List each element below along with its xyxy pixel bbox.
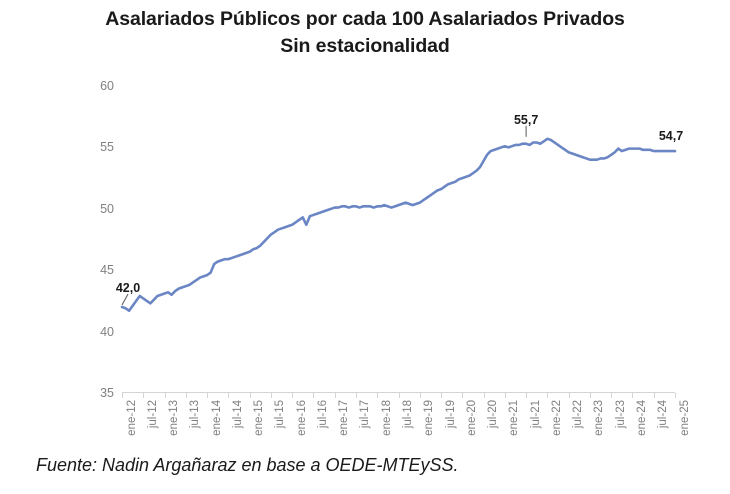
x-tick-label: jul-23	[614, 400, 627, 429]
x-tick-mark	[441, 393, 443, 398]
x-tick-label: ene-15	[253, 400, 266, 436]
x-tick-mark	[207, 393, 209, 398]
x-tick-mark	[547, 393, 549, 398]
x-tick-mark	[568, 393, 570, 398]
x-tick-mark	[143, 393, 145, 398]
x-tick-label: ene-23	[593, 400, 606, 436]
x-tick-mark	[164, 393, 166, 398]
series-line-svg	[120, 137, 677, 313]
x-tick-label: ene-13	[168, 400, 181, 436]
data-point-label: 55,7	[513, 112, 539, 127]
y-tick-label: 50	[100, 201, 114, 216]
x-tick-label: ene-17	[338, 400, 351, 436]
x-tick-label: jul-16	[316, 400, 329, 429]
x-tick-mark	[377, 393, 379, 398]
plot-area	[120, 86, 677, 393]
x-tick-mark	[185, 393, 187, 398]
y-tick-label: 35	[100, 386, 114, 400]
x-tick-label: jul-17	[359, 400, 372, 429]
x-tick-mark	[228, 393, 230, 398]
title-block: Asalariados Públicos por cada 100 Asalar…	[40, 6, 690, 60]
x-tick-label: ene-21	[508, 400, 521, 436]
x-tick-mark	[483, 393, 485, 398]
x-tick-mark	[355, 393, 357, 398]
x-tick-mark	[632, 393, 634, 398]
x-tick-label: ene-16	[295, 400, 308, 436]
x-tick-mark	[462, 393, 464, 398]
x-tick-mark	[398, 393, 400, 398]
x-tick-label: jul-14	[231, 400, 244, 429]
page-title: Asalariados Públicos por cada 100 Asalar…	[105, 8, 625, 30]
x-tick-label: ene-14	[210, 400, 223, 436]
x-tick-mark	[675, 393, 676, 398]
x-tick-label: jul-12	[146, 400, 159, 429]
y-tick-label: 60	[100, 79, 114, 93]
data-point-label: 42,0	[115, 281, 141, 296]
x-tick-mark	[249, 393, 251, 398]
x-tick-label: jul-24	[657, 400, 670, 429]
x-tick-mark	[611, 393, 613, 398]
x-tick-label: ene-24	[635, 400, 648, 436]
x-axis-line	[122, 392, 675, 393]
data-point-label: 54,7	[658, 129, 684, 144]
x-tick-label: ene-20	[465, 400, 478, 436]
x-tick-mark	[653, 393, 655, 398]
x-tick-label: jul-18	[402, 400, 414, 429]
x-tick-mark	[313, 393, 315, 398]
x-tick-mark	[292, 393, 294, 398]
x-tick-label: jul-21	[529, 400, 542, 429]
x-tick-label: jul-13	[189, 400, 202, 429]
x-tick-mark	[122, 393, 123, 398]
x-tick-mark	[504, 393, 506, 398]
x-tick-label: jul-22	[572, 400, 585, 429]
chart-subtitle: Sin estacionalidad	[280, 35, 450, 57]
y-axis: 35 40 45 50 55 60	[0, 0, 114, 494]
x-tick-mark	[419, 393, 421, 398]
x-tick-label: ene-22	[550, 400, 563, 436]
source-note: Fuente: Nadin Argañaraz en base a OEDE-M…	[36, 455, 459, 475]
x-tick-label: ene-12	[125, 400, 138, 436]
x-tick-label: jul-20	[487, 400, 500, 429]
x-tick-mark	[334, 393, 336, 398]
x-tick-mark	[270, 393, 272, 398]
y-tick-label: 40	[100, 324, 114, 339]
x-tick-label: ene-18	[380, 400, 393, 436]
x-tick-label: jul-15	[274, 400, 287, 429]
y-tick-label: 45	[100, 263, 114, 278]
x-tick-label: ene-19	[423, 400, 436, 436]
x-tick-mark	[526, 393, 528, 398]
x-tick-label: jul-19	[444, 400, 457, 429]
x-tick-label: ene-25	[678, 400, 691, 436]
y-tick-label: 55	[100, 140, 114, 155]
x-tick-mark	[589, 393, 591, 398]
series-path	[120, 137, 677, 313]
x-axis: ene-12 jul-12 ene-13 jul-13 ene-14 jul-14 ene-…	[122, 393, 691, 493]
